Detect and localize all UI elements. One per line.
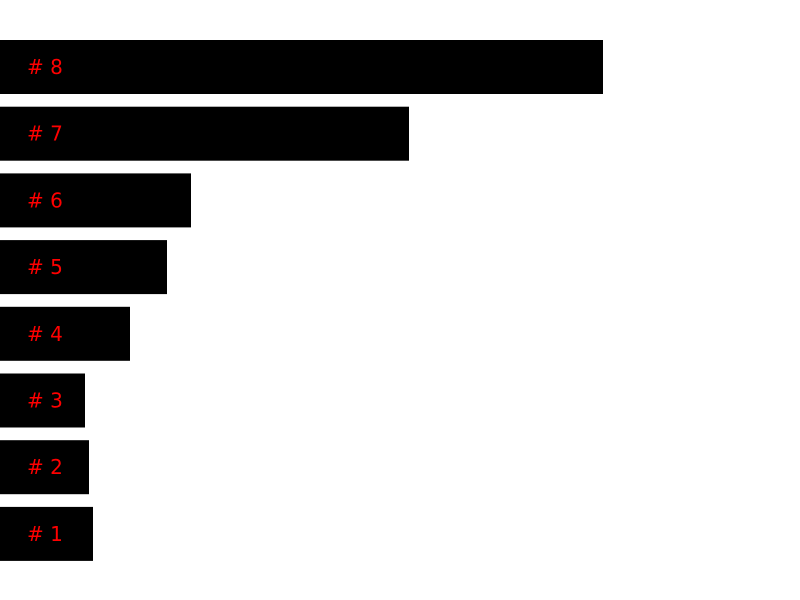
bar (0, 373, 85, 428)
bar-label: # 8 (27, 55, 63, 79)
bar-group: # 5 (0, 240, 167, 295)
bar-group: # 8 (0, 40, 603, 94)
bar-group: # 1 (0, 506, 93, 561)
bar-group: # 4 (0, 306, 130, 361)
bar (0, 173, 191, 228)
bar-label: # 1 (27, 522, 63, 546)
bar (0, 240, 167, 295)
bar (0, 306, 130, 361)
bar-label: # 3 (27, 389, 63, 413)
bar-label: # 6 (27, 188, 63, 212)
bar-group: # 3 (0, 373, 85, 428)
bar-label: # 4 (27, 322, 63, 346)
bar (0, 440, 89, 495)
bar (0, 506, 93, 561)
bar-label: # 7 (27, 122, 63, 146)
bar-label: # 5 (27, 255, 63, 279)
bar-group: # 7 (0, 106, 409, 161)
bar (0, 106, 409, 161)
bar-group: # 2 (0, 440, 89, 495)
bar-group: # 6 (0, 173, 191, 228)
bar-label: # 2 (27, 455, 63, 479)
bar (0, 40, 603, 94)
